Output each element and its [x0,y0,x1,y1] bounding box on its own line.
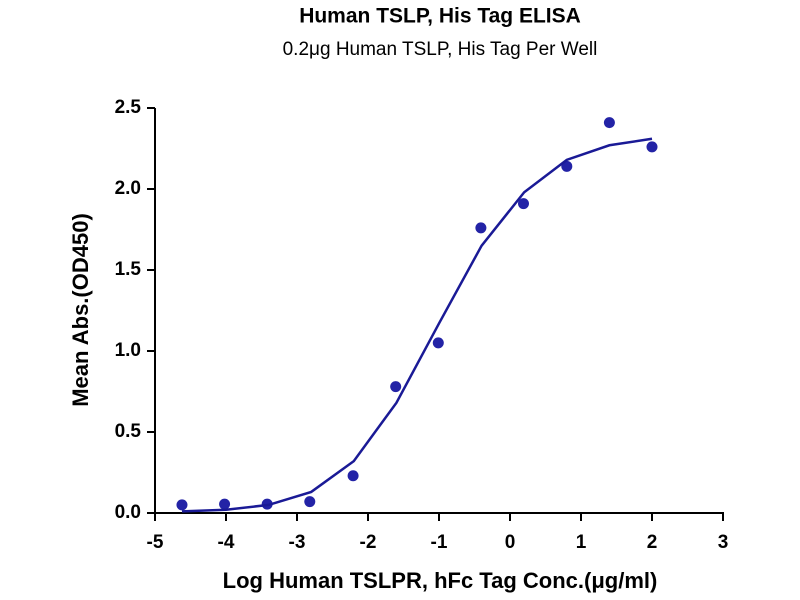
chart-subtitle: 0.2μg Human TSLP, His Tag Per Well [283,39,598,60]
data-point [347,470,359,482]
y-tick-label: 0.0 [115,502,141,523]
data-point [475,222,487,234]
data-point [176,499,188,511]
y-tick-label: 1.0 [115,340,141,361]
x-tick-label: 1 [576,532,587,553]
data-point [219,498,231,510]
x-tick-label: 0 [505,532,516,553]
x-tick-label: -5 [147,532,164,553]
y-tick-label: 0.5 [115,421,142,442]
y-tick-label: 2.0 [115,178,141,199]
x-axis-title: Log Human TSLPR, hFc Tag Conc.(μg/ml) [223,568,658,593]
x-tick-label: -3 [289,532,306,553]
data-point [432,337,444,349]
data-point [561,160,573,172]
data-point [646,141,658,153]
x-tick-label: -2 [360,532,377,553]
x-tick-label: 2 [647,532,658,553]
data-point [517,198,529,210]
x-tick-label: -1 [431,532,448,553]
y-tick-label: 1.5 [115,259,142,280]
fit-curve [181,137,653,513]
x-tick-label: 3 [718,532,729,553]
y-axis-title: Mean Abs.(OD450) [68,213,93,407]
y-tick-label: 2.5 [115,97,142,118]
data-point [304,496,316,508]
chart-title: Human TSLP, His Tag ELISA [299,5,581,28]
data-point [603,117,615,129]
data-point [390,381,402,393]
x-tick-label: -4 [218,532,235,553]
